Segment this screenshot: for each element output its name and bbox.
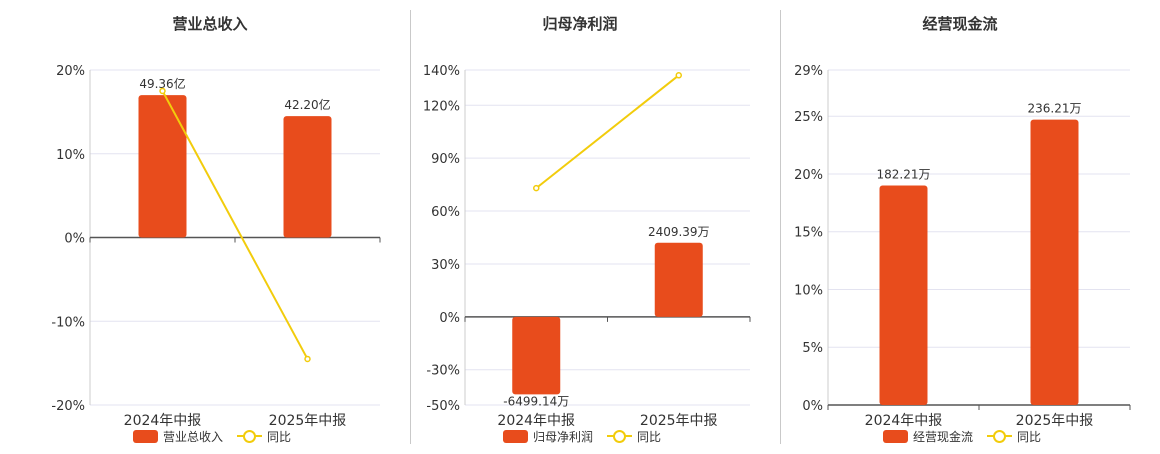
x-tick-label: 2025年中报 [269,413,347,429]
bar [512,316,561,395]
x-tick-label: 2024年中报 [497,413,575,429]
yoy-point [159,87,166,95]
y-tick-label: 29% [794,64,823,79]
bar [138,95,187,238]
y-tick-label: 0% [439,311,460,326]
bar [283,116,332,238]
legend-cashflow[interactable]: 经营现金流 同比 [883,428,1041,444]
panel-divider [780,10,781,444]
legend-line-label: 同比 [267,429,292,444]
legend-bar-swatch [883,429,908,443]
panel-divider [410,10,411,444]
bar [879,185,928,405]
legend-bar-label: 营业总收入 [163,429,224,444]
y-tick-label: 10% [794,283,823,298]
chart-title-cashflow: 经营现金流 [922,15,998,33]
y-tick-label: 30% [431,258,460,273]
y-tick-label: 5% [802,341,823,356]
data-label: 42.20亿 [284,97,330,112]
data-label: 2409.39万 [648,225,710,239]
x-tick-label: 2025年中报 [640,413,718,429]
bar [1030,119,1079,405]
legend-net-profit[interactable]: 归母净利润 同比 [503,428,661,444]
y-tick-label: 120% [423,99,460,114]
y-tick-label: 0% [64,232,85,247]
yoy-line [161,90,309,360]
x-tick-label: 2024年中报 [124,413,202,429]
data-label: 49.36亿 [139,76,185,91]
legend-line-swatch [987,429,1013,443]
yoy-point [533,184,540,192]
y-tick-label: 10% [56,148,85,163]
y-tick-label: -10% [51,315,85,330]
y-tick-label: -30% [426,364,460,379]
y-tick-label: 140% [423,64,460,79]
yoy-point [304,355,311,363]
legend-bar-swatch [503,429,528,443]
y-tick-label: -50% [426,399,460,414]
data-label: -6499.14万 [503,394,569,408]
y-tick-label: 20% [56,64,85,79]
data-label: 236.21万 [1028,102,1082,116]
legend-bar-label: 经营现金流 [913,429,974,444]
legend-bar-label: 归母净利润 [533,429,594,444]
legend-revenue[interactable]: 营业总收入 同比 [133,428,291,444]
legend-line-swatch [607,429,633,443]
y-tick-label: 0% [802,399,823,414]
legend-line-label: 同比 [637,429,662,444]
yoy-line [535,74,680,189]
y-tick-label: 25% [794,110,823,125]
chart-title-net-profit: 归母净利润 [542,15,618,33]
y-tick-label: 90% [431,152,460,167]
x-tick-label: 2025年中报 [1016,413,1094,429]
legend-line-label: 同比 [1017,429,1042,444]
y-tick-label: 60% [431,205,460,220]
chart-title-revenue: 营业总收入 [172,15,248,33]
y-tick-label: 15% [794,226,823,241]
y-tick-label: -20% [51,399,85,414]
x-tick-label: 2024年中报 [865,413,943,429]
bar [654,242,703,317]
legend-bar-swatch [133,429,158,443]
data-label: 182.21万 [877,168,931,182]
legend-line-swatch [237,429,263,443]
y-tick-label: 20% [794,168,823,183]
yoy-point [675,72,682,79]
